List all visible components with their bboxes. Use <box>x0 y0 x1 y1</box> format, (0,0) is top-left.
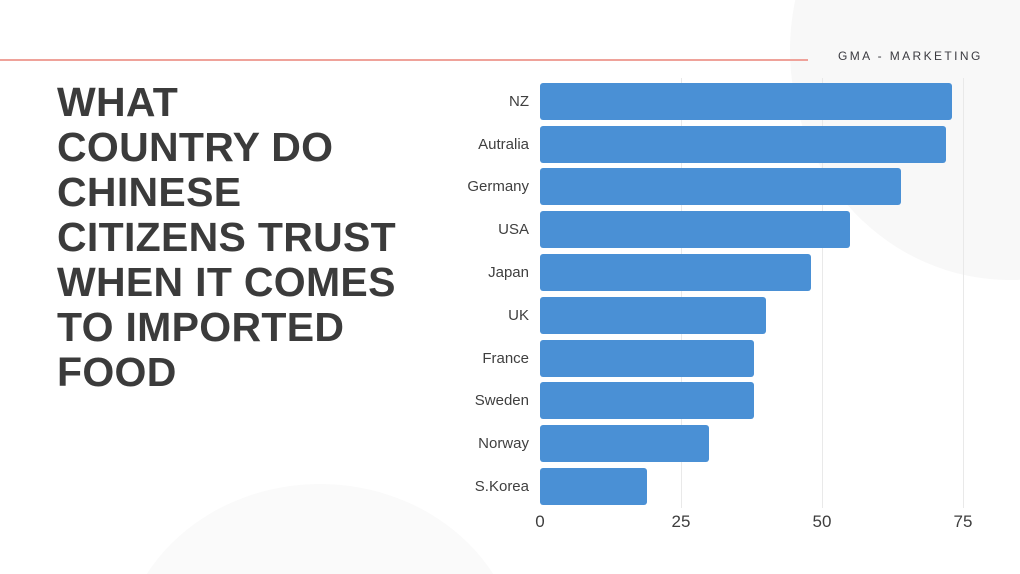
decorative-blob-bottom-left <box>120 484 520 574</box>
bar-norway <box>540 425 710 463</box>
bar-uk <box>540 296 766 334</box>
bar-germany <box>540 168 901 206</box>
accent-line <box>0 59 808 61</box>
bar-row: USA <box>498 208 963 251</box>
category-label: Japan <box>488 264 529 282</box>
category-label: Norway <box>478 435 529 453</box>
category-label: Autralia <box>478 135 529 153</box>
bar-usa <box>540 211 851 249</box>
title-line: FOOD <box>57 349 177 395</box>
slide-title: WHAT COUNTRY DO CHINESE CITIZENS TRUST WHEN … <box>57 80 457 395</box>
title-line: TO IMPORTED <box>57 304 345 350</box>
gridline-25 <box>680 78 682 508</box>
bar-japan <box>540 254 811 292</box>
x-tick-label-0: 0 <box>535 512 545 531</box>
category-label: USA <box>498 221 529 239</box>
gridline-75 <box>963 78 964 508</box>
gridline-50 <box>821 78 823 508</box>
bar-row: Norway <box>478 422 963 465</box>
bar-nz <box>540 82 952 120</box>
bar-s-korea <box>540 468 648 506</box>
x-tick-label-50: 50 <box>812 512 832 531</box>
bar-row: Germany <box>467 166 963 209</box>
category-label: Germany <box>467 178 529 196</box>
x-tick-label-75: 75 <box>953 512 973 531</box>
bar-rows: NZ Autralia Germany USA Japan UK France Sweden N… <box>467 80 963 508</box>
brand-label: GMA - MARKETING <box>838 49 983 63</box>
category-label: Sweden <box>474 392 529 410</box>
bar-row: NZ <box>509 80 963 123</box>
bar-row: UK <box>508 294 963 337</box>
bar-chart: NZ Autralia Germany USA Japan UK France Sweden N… <box>467 78 972 531</box>
category-label: France <box>482 349 529 367</box>
bar-france <box>540 339 755 377</box>
bar-sweden <box>540 382 755 420</box>
bar-row: Sweden <box>475 380 963 423</box>
bar-row: Autralia <box>478 123 963 166</box>
category-label: S.Korea <box>474 478 529 496</box>
title-line: COUNTRY DO <box>57 124 334 170</box>
x-axis: 0 25 50 75 <box>535 510 972 534</box>
title-line: WHEN IT COMES <box>57 259 396 305</box>
x-tick-label-25: 25 <box>671 512 691 531</box>
category-label: UK <box>508 306 529 324</box>
title-line: CITIZENS TRUST <box>57 214 397 260</box>
bar-row: S.Korea <box>475 465 963 508</box>
bar-row: France <box>482 337 963 380</box>
category-label: NZ <box>509 92 529 110</box>
title-line: CHINESE <box>57 169 242 215</box>
bar-autralia <box>540 125 947 163</box>
bar-row: Japan <box>488 251 963 294</box>
title-line: WHAT <box>57 79 179 125</box>
